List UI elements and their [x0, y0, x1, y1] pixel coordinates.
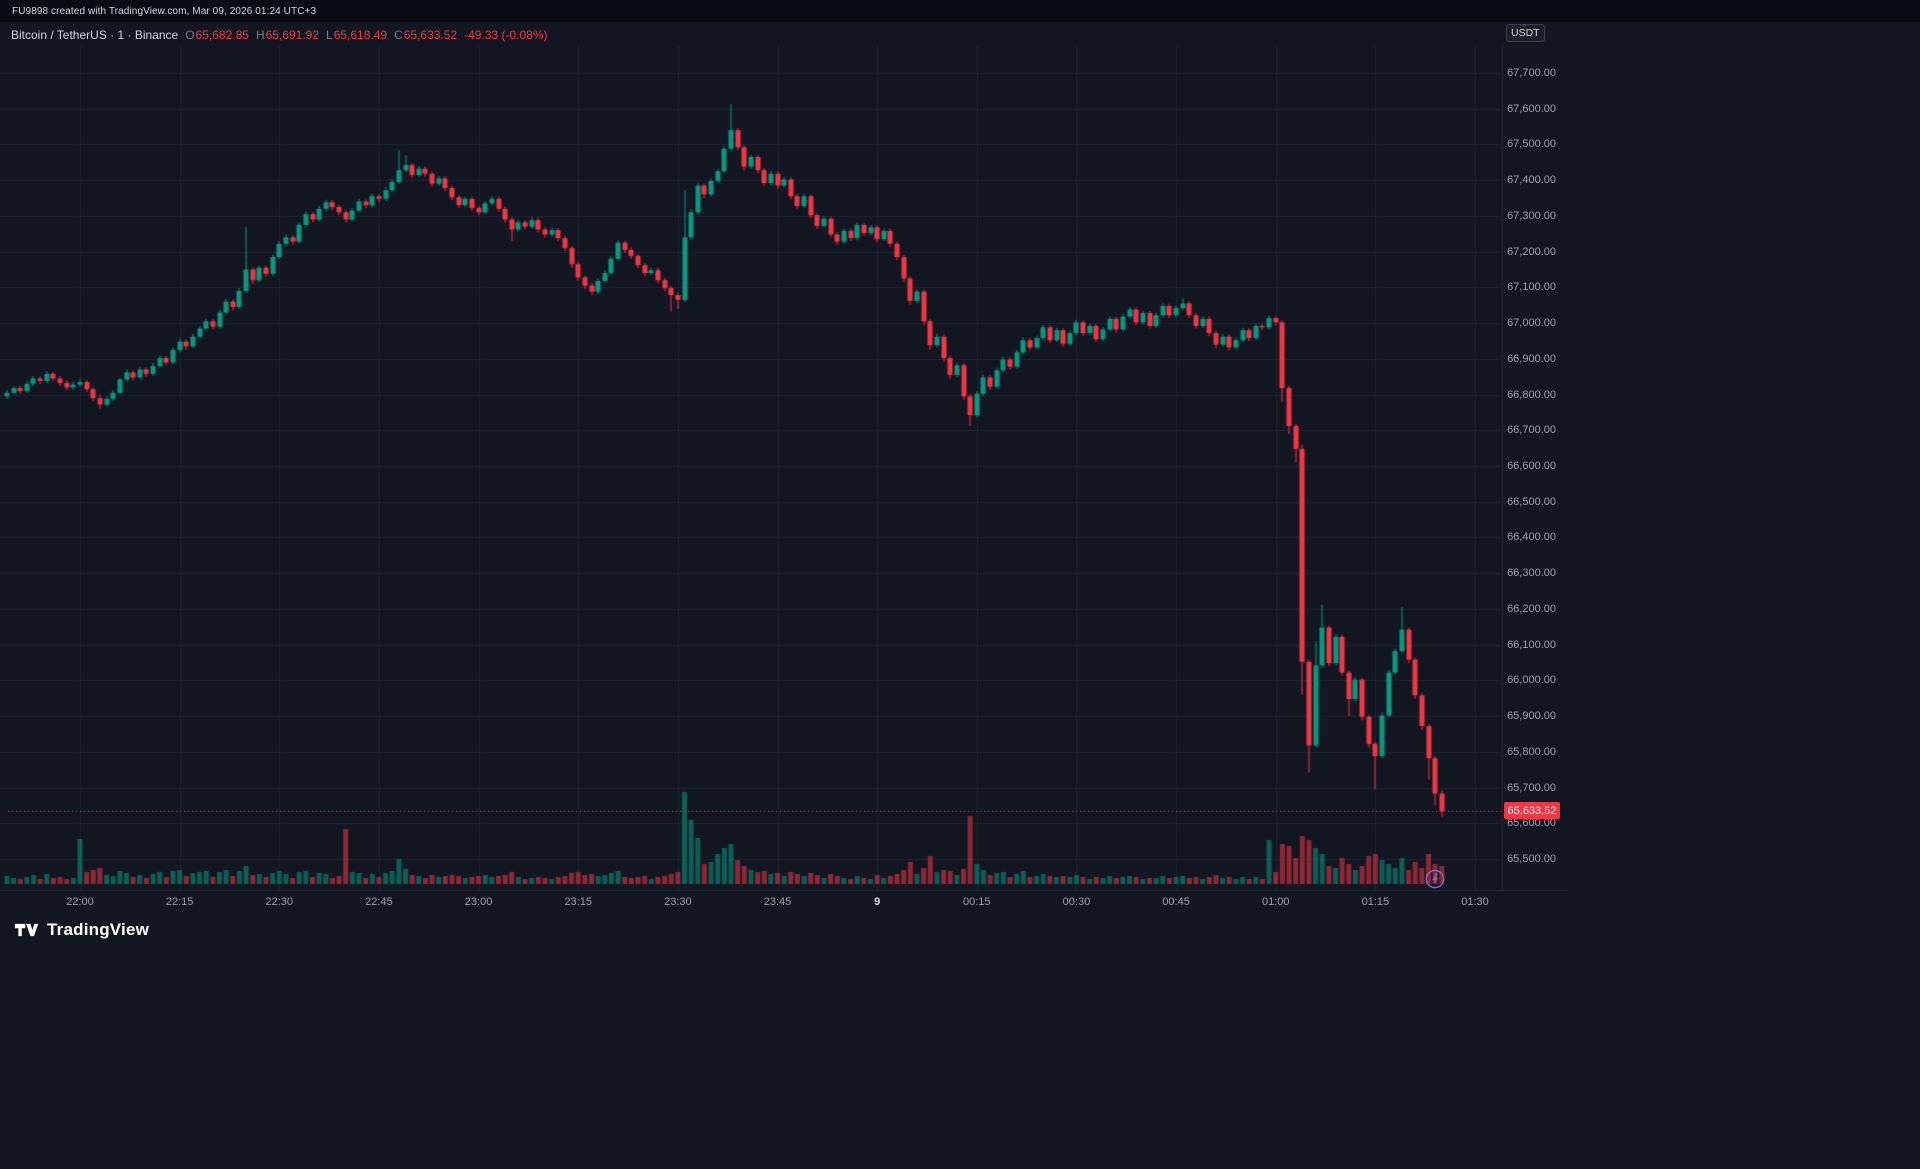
- time-axis-label: 23:30: [664, 896, 692, 908]
- ohlc-open-value: 65,682.85: [195, 28, 249, 42]
- window-title-bar: FU9898 created with TradingView.com, Mar…: [0, 0, 1920, 22]
- time-axis-label: 23:45: [763, 896, 792, 908]
- time-axis-label: 01:15: [1361, 896, 1390, 908]
- price-axis-label: 66,200.00: [1507, 602, 1556, 615]
- price-axis-label: 66,000.00: [1507, 674, 1556, 687]
- price-axis-label: 65,500.00: [1507, 853, 1556, 865]
- time-axis-label: 9: [874, 896, 881, 908]
- price-axis-label: 67,400.00: [1507, 174, 1556, 187]
- candlestick-chart[interactable]: [0, 22, 1568, 918]
- time-axis-label: 22:15: [165, 896, 194, 908]
- change-value: -49.33 (-0.08%): [464, 28, 548, 42]
- price-axis-label: 67,000.00: [1507, 317, 1556, 330]
- time-axis-label: 00:45: [1162, 896, 1190, 908]
- price-axis-label: 67,700.00: [1507, 67, 1556, 79]
- time-axis-label: 22:45: [365, 896, 393, 908]
- time-axis[interactable]: 22:00 22:15 22:30 22:45 23:00 23:15 23:30 23:45…: [0, 891, 1568, 917]
- ohlc-high-label: H: [255, 28, 265, 42]
- window-title: FU9898 created with TradingView.com, Mar…: [12, 5, 317, 17]
- price-axis-label: 67,300.00: [1507, 209, 1556, 222]
- ohlc-low-label: L: [326, 28, 333, 42]
- currency-toggle-button[interactable]: USDT: [1506, 24, 1545, 42]
- price-axis-label: 67,200.00: [1507, 245, 1556, 258]
- ohlc-close-value: 65,633.52: [403, 28, 458, 42]
- last-price-badge: 65,633.52: [1504, 802, 1560, 820]
- price-axis-label: 66,600.00: [1507, 460, 1556, 472]
- chart-panel: Bitcoin / TetherUS · 1 · Binance O 65,68…: [0, 22, 1920, 1169]
- price-axis-label: 65,600.00: [1507, 817, 1556, 830]
- price-axis-label: 66,500.00: [1507, 495, 1556, 508]
- time-axis-label: 23:00: [464, 896, 493, 908]
- time-axis-label: 22:00: [66, 896, 94, 908]
- price-axis-label: 67,500.00: [1507, 138, 1556, 151]
- ohlc-open-label: O: [185, 28, 195, 42]
- ohlc-close-label: C: [394, 28, 403, 42]
- ohlc-low-value: 65,618.49: [333, 28, 388, 42]
- price-axis-label: 66,100.00: [1507, 638, 1556, 651]
- time-axis-label: 22:30: [265, 896, 294, 908]
- price-axis-label: 65,800.00: [1507, 745, 1556, 758]
- symbol-title[interactable]: Bitcoin / TetherUS · 1 · Binance: [11, 28, 179, 42]
- price-axis[interactable]: 67,700.00 67,600.00 67,500.00 67,400.00 67,3…: [1504, 22, 1558, 914]
- price-axis-label: 66,900.00: [1507, 352, 1556, 365]
- time-axis-label: 23:15: [564, 896, 592, 908]
- time-axis-label: 00:30: [1062, 896, 1091, 908]
- price-axis-label: 65,700.00: [1507, 781, 1556, 794]
- price-axis-label: 65,900.00: [1507, 710, 1556, 723]
- time-axis-label: 00:15: [963, 896, 991, 908]
- price-axis-label: 66,700.00: [1507, 424, 1556, 437]
- price-axis-label: 66,400.00: [1507, 531, 1556, 544]
- tradingview-logo-text: TradingView: [47, 920, 150, 939]
- chart-legend: Bitcoin / TetherUS · 1 · Binance O 65,68…: [11, 28, 548, 42]
- ohlc-high-value: 65,691.92: [265, 28, 319, 42]
- time-axis-label: 01:30: [1461, 896, 1489, 908]
- quick-trade-button[interactable]: [1424, 868, 1446, 890]
- price-axis-label: 67,600.00: [1507, 102, 1556, 115]
- time-axis-label: 01:00: [1261, 896, 1290, 908]
- lightning-icon: [1425, 869, 1445, 889]
- price-axis-label: 66,300.00: [1507, 567, 1556, 580]
- tradingview-mark-icon: [14, 923, 39, 937]
- price-axis-label: 67,100.00: [1507, 281, 1556, 294]
- tradingview-logo[interactable]: TradingView: [14, 920, 149, 940]
- price-axis-label: 66,800.00: [1507, 388, 1556, 401]
